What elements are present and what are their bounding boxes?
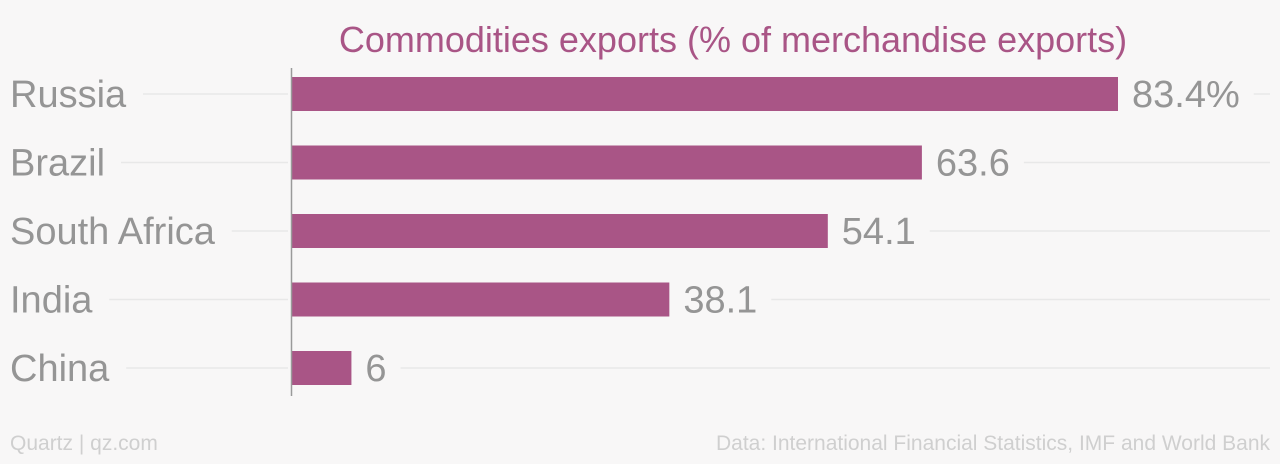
- category-label-brazil: Brazil: [10, 143, 105, 185]
- bar-india: [292, 282, 670, 317]
- value-label-russia: 83.4%: [1132, 74, 1240, 116]
- value-label-brazil: 63.6: [936, 143, 1010, 185]
- category-label-south-africa: South Africa: [10, 211, 216, 253]
- category-label-china: China: [10, 348, 110, 390]
- bar-south-africa: [292, 214, 828, 248]
- source-credit: Quartz | qz.com: [10, 432, 158, 455]
- category-label-russia: Russia: [10, 74, 127, 116]
- value-label-south-africa: 54.1: [842, 211, 916, 253]
- bars: [292, 77, 1118, 385]
- value-label-china: 6: [365, 348, 386, 390]
- category-labels: Russia Brazil South Africa India China: [10, 74, 216, 390]
- gridlines: [109, 93, 1270, 369]
- chart-title: Commodities exports (% of merchandise ex…: [339, 19, 1127, 60]
- value-label-india: 38.1: [683, 280, 757, 322]
- bar-brazil: [292, 145, 922, 180]
- data-source-note: Data: International Financial Statistics…: [715, 432, 1270, 455]
- value-labels: 83.4% 63.6 54.1 38.1 6: [365, 74, 1239, 390]
- bar-china: [292, 351, 352, 385]
- category-label-india: India: [10, 280, 93, 322]
- bar-russia: [292, 77, 1118, 111]
